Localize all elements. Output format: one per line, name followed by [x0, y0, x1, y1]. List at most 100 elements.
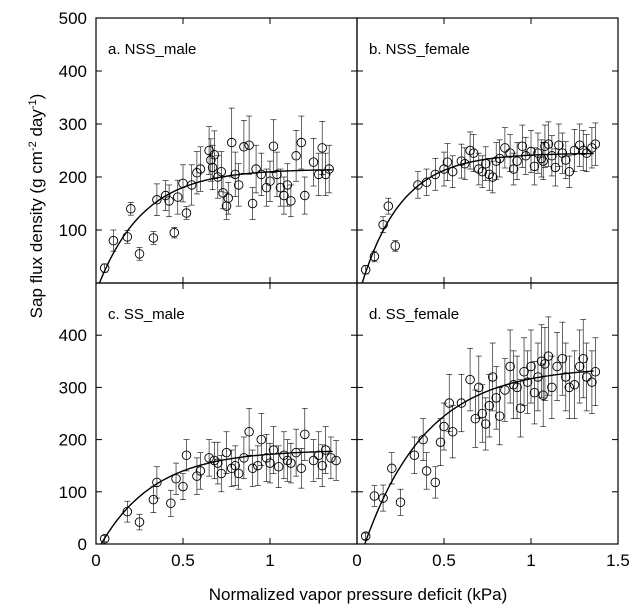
data-point [216, 166, 227, 177]
data-point [230, 460, 240, 471]
data-point [550, 162, 561, 173]
data-point [164, 196, 174, 206]
data-point [195, 164, 206, 174]
data-point [275, 182, 286, 193]
y-axis-title-mid: day [27, 109, 46, 142]
y-tick-label: 300 [59, 115, 87, 134]
data-point [308, 157, 319, 167]
y-tick-label: 0 [78, 535, 87, 554]
fit-curve [98, 169, 333, 284]
fit-curve [100, 450, 333, 545]
data-point [439, 421, 449, 432]
data-point [383, 201, 394, 211]
data-point [456, 156, 467, 166]
data-point [519, 366, 529, 377]
data-point [465, 374, 475, 385]
data-point [286, 196, 296, 206]
data-point [418, 434, 428, 445]
panel-3: 0 100 200 300 400 0 0.5 1 c. SS_male [59, 282, 358, 570]
panel-1: 100 200 300 400 500 a. NSS_male [59, 9, 358, 284]
y-tick-label: 200 [59, 431, 87, 450]
data-point [430, 169, 441, 180]
data-point [587, 377, 597, 387]
data-point [265, 458, 275, 468]
data-point [505, 361, 515, 372]
data-point [533, 372, 543, 382]
data-point [456, 398, 467, 408]
data-point [421, 466, 432, 476]
x-tick-label: 1 [526, 551, 535, 570]
data-point [186, 180, 197, 190]
data-point [508, 164, 519, 174]
data-point [442, 157, 453, 167]
data-point [569, 380, 580, 390]
data-point [547, 382, 557, 393]
data-point [533, 148, 543, 158]
data-point [209, 149, 220, 160]
data-point [529, 387, 540, 398]
data-point [296, 137, 307, 148]
data-point [148, 233, 159, 243]
data-point [515, 403, 526, 414]
data-point [526, 146, 536, 157]
data-point [308, 455, 319, 466]
data-point [134, 517, 145, 527]
data-point [536, 153, 547, 164]
data-point [291, 447, 301, 458]
data-point [247, 463, 258, 474]
data-point [447, 427, 458, 437]
data-point [447, 166, 458, 177]
data-point [148, 494, 159, 505]
data-point [491, 393, 501, 403]
data-point [317, 460, 327, 471]
x-tick-label: 1.5 [606, 551, 630, 570]
data-point [378, 493, 388, 503]
data-point [108, 235, 119, 246]
data-point [273, 461, 284, 472]
data-point [300, 190, 310, 201]
data-point [494, 153, 505, 164]
data-point [206, 155, 216, 165]
data-point [279, 190, 289, 201]
data-point [538, 156, 548, 166]
data-point [226, 137, 237, 148]
data-point [313, 450, 324, 461]
panel-title: a. NSS_male [108, 41, 196, 58]
data-point [477, 408, 488, 419]
data-point [581, 148, 592, 158]
data-point [460, 158, 470, 169]
data-point [465, 145, 475, 156]
data-point [526, 361, 536, 372]
data-point [494, 411, 505, 421]
data-point [320, 445, 331, 455]
panel-4: 0 0.5 1 1.5 d. SS_female [352, 282, 630, 570]
data-point [574, 361, 585, 372]
data-point [552, 361, 562, 372]
data-point [261, 453, 272, 463]
data-point [578, 353, 588, 364]
data-point [192, 168, 202, 178]
data-point [481, 419, 491, 429]
y-axis-title-sup-1: -2 [27, 141, 39, 151]
y-axis-title-end: ) [27, 94, 46, 100]
data-point [500, 143, 510, 153]
data-point [554, 140, 564, 150]
data-point [540, 359, 550, 369]
data-point [166, 498, 176, 509]
data-point [413, 180, 423, 190]
data-point [122, 232, 133, 242]
data-point [529, 161, 540, 172]
data-point [512, 382, 522, 393]
data-point [430, 477, 441, 488]
data-point [369, 251, 380, 262]
data-point [282, 455, 293, 466]
data-point [581, 372, 592, 382]
y-tick-label: 400 [59, 62, 87, 81]
data-point [387, 463, 397, 474]
data-point [178, 481, 188, 492]
data-point [360, 531, 371, 541]
data-point [279, 450, 289, 461]
data-point [477, 166, 488, 177]
data-point [268, 445, 279, 455]
data-point [233, 468, 244, 479]
